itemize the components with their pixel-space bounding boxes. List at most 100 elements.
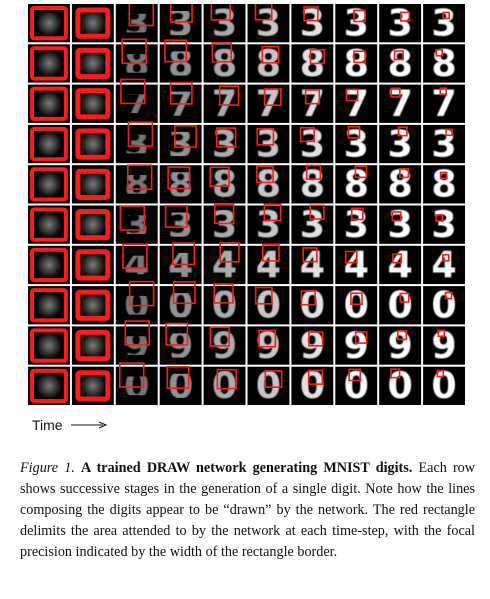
digit-glyph: 3 bbox=[431, 4, 456, 45]
grid-cell: 8 bbox=[115, 38, 158, 83]
digit-glyph: 0 bbox=[387, 284, 412, 327]
digit-glyph: 3 bbox=[431, 203, 456, 246]
grid-cell: 8 bbox=[203, 42, 246, 83]
attention-box bbox=[219, 242, 240, 263]
grid-cell: 7 bbox=[115, 78, 158, 123]
digit-glyph: 9 bbox=[256, 324, 281, 367]
grid-cell: 8 bbox=[159, 165, 202, 204]
grid-cell: 3 bbox=[379, 122, 422, 165]
grid-cell: 3 bbox=[379, 203, 422, 246]
attention-box bbox=[263, 203, 282, 222]
attention-box bbox=[254, 4, 273, 21]
attention-box bbox=[118, 362, 145, 388]
attention-box bbox=[209, 326, 230, 347]
grid-cell: 0 bbox=[291, 364, 334, 405]
mnist-generation-grid: 3 3 3 3 3 3 3 38 8 8 8 8 8 8 87 7 7 7 7 7 7 73 3 3 3 3 3 3 38 8 8 8 8 8 8 8… bbox=[28, 4, 465, 405]
attention-box bbox=[299, 126, 315, 143]
grid-cell: 3 bbox=[247, 203, 290, 244]
attention-box bbox=[435, 49, 444, 57]
figure-label: Figure 1. bbox=[20, 460, 75, 476]
grid-cell: 9 bbox=[247, 324, 290, 367]
grid-cell: 9 bbox=[423, 324, 465, 367]
attention-box bbox=[169, 81, 193, 105]
grid-cell: 8 bbox=[423, 42, 465, 85]
grid-cell: 3 bbox=[335, 4, 378, 45]
grid-cell: 7 bbox=[379, 82, 422, 125]
attention-box bbox=[353, 50, 366, 64]
attention-box bbox=[122, 243, 148, 269]
grid-cell: 3 bbox=[423, 4, 465, 45]
attention-box bbox=[309, 204, 325, 220]
grid-cell bbox=[71, 84, 114, 123]
digit-glyph: 3 bbox=[344, 203, 369, 246]
attention-box bbox=[261, 45, 280, 64]
attention-box bbox=[263, 88, 282, 107]
digit-glyph: 3 bbox=[168, 203, 193, 246]
digit-glyph: 0 bbox=[431, 284, 456, 327]
digit-glyph: 3 bbox=[256, 4, 281, 45]
attention-box bbox=[264, 370, 283, 388]
grid-cell: 4 bbox=[423, 243, 465, 286]
attention-box bbox=[345, 88, 359, 102]
digit-glyph: 3 bbox=[212, 4, 237, 45]
grid-cell bbox=[28, 366, 70, 405]
attention-box bbox=[354, 331, 368, 344]
grid-cell bbox=[28, 286, 70, 325]
digit-glyph: 8 bbox=[431, 42, 456, 85]
attention-box bbox=[347, 126, 361, 139]
grid-cell: 4 bbox=[203, 242, 246, 285]
attention-box bbox=[210, 4, 231, 21]
grid-cell bbox=[28, 326, 70, 365]
attention-box bbox=[392, 253, 403, 264]
grid-cell: 8 bbox=[203, 165, 246, 204]
attention-box bbox=[174, 124, 198, 148]
time-axis: Time bbox=[32, 417, 107, 433]
attention-box bbox=[164, 39, 188, 63]
digit-glyph: 8 bbox=[431, 163, 456, 206]
digit-glyph: 0 bbox=[212, 364, 237, 405]
attention-box bbox=[119, 205, 146, 231]
grid-cell: 3 bbox=[335, 122, 378, 165]
grid-cell bbox=[28, 245, 70, 285]
grid-cell: 3 bbox=[115, 4, 158, 43]
digit-glyph: 3 bbox=[168, 4, 193, 45]
grid-cell: 9 bbox=[115, 320, 158, 365]
grid-cell: 3 bbox=[159, 4, 202, 45]
attention-box bbox=[436, 369, 445, 378]
attention-box bbox=[437, 329, 445, 338]
attention-box bbox=[391, 211, 402, 222]
time-label: Time bbox=[32, 417, 63, 433]
grid-cell: 8 bbox=[335, 42, 378, 85]
attention-box bbox=[261, 243, 280, 262]
grid-cell: 0 bbox=[203, 283, 246, 325]
grid-cell: 3 bbox=[247, 124, 290, 164]
grid-cell: 7 bbox=[423, 82, 465, 125]
attention-box bbox=[390, 87, 401, 98]
figure-body: Each row shows successive stages in the … bbox=[20, 460, 476, 560]
attention-box bbox=[256, 165, 274, 184]
attention-box bbox=[254, 286, 273, 305]
attention-box bbox=[350, 292, 363, 306]
grid-cell bbox=[28, 205, 70, 244]
digit-glyph: 4 bbox=[387, 243, 412, 286]
grid-cell: 0 bbox=[159, 365, 202, 405]
grid-cell: 0 bbox=[291, 284, 334, 327]
attention-box bbox=[211, 42, 232, 63]
digit-glyph: 0 bbox=[256, 364, 281, 405]
attention-box bbox=[214, 203, 235, 225]
digit-glyph: 0 bbox=[344, 364, 369, 405]
grid-cell bbox=[71, 44, 114, 83]
attention-box bbox=[124, 320, 151, 346]
grid-cell: 3 bbox=[291, 4, 334, 45]
attention-box bbox=[209, 166, 230, 187]
grid-cell bbox=[71, 124, 114, 164]
grid-cell: 0 bbox=[247, 286, 290, 325]
grid-cell bbox=[28, 165, 70, 204]
grid-cell: 9 bbox=[335, 324, 378, 367]
attention-box bbox=[302, 247, 318, 263]
digit-glyph: 4 bbox=[431, 243, 456, 286]
grid-cell: 0 bbox=[379, 364, 422, 405]
attention-box bbox=[399, 292, 410, 303]
grid-cell bbox=[71, 326, 114, 365]
grid-cell: 3 bbox=[115, 205, 158, 244]
